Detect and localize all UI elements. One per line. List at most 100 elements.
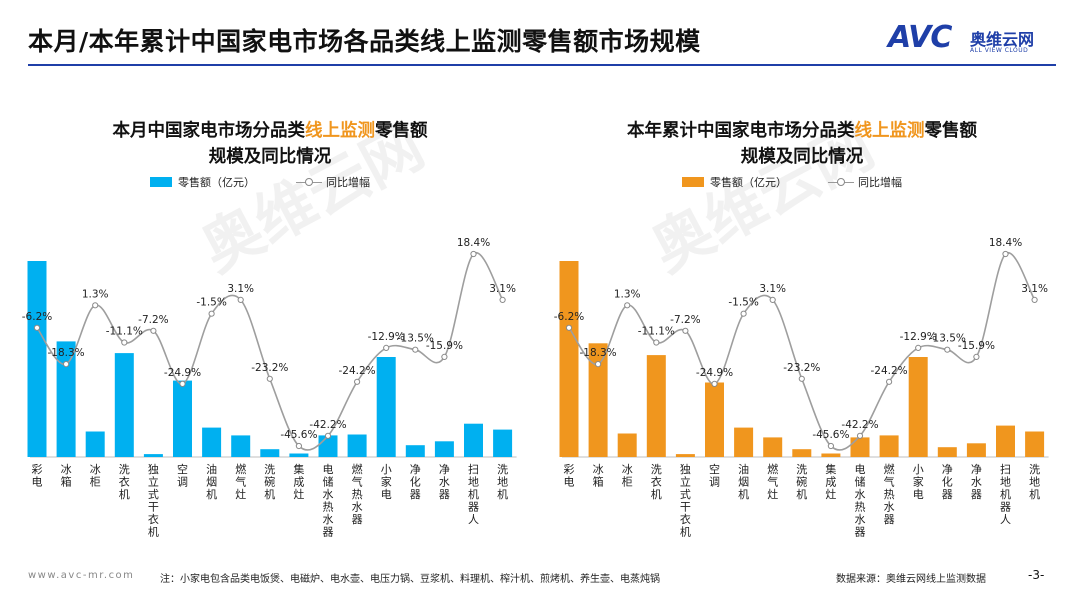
line-data-label: 1.3% xyxy=(614,288,641,300)
line-point xyxy=(354,378,361,385)
chart-title-line2: 规模及同比情况 xyxy=(208,147,332,167)
line-data-label: -13.5% xyxy=(397,333,434,345)
bar xyxy=(559,261,579,457)
line-point xyxy=(944,346,951,353)
chart-title: 本月中国家电市场分品类线上监测零售额 规模及同比情况 xyxy=(0,118,540,170)
bar xyxy=(996,425,1015,457)
line-data-label: -24.9% xyxy=(696,367,733,379)
x-tick-label: 冰箱 xyxy=(61,463,72,489)
line-data-label: -15.9% xyxy=(958,340,995,352)
line-data-label: -42.2% xyxy=(309,419,346,431)
line-point xyxy=(266,375,273,382)
line-point xyxy=(856,432,864,439)
bar xyxy=(705,382,724,457)
line-data-label: -1.5% xyxy=(728,297,758,309)
line-point xyxy=(499,296,506,303)
footer-source: 数据来源：奥维云网线上监测数据 xyxy=(836,574,986,585)
line-point xyxy=(595,361,602,368)
x-tick-label: 洗衣机 xyxy=(119,463,130,501)
line-point xyxy=(441,353,448,360)
chart-title-line2: 规模及同比情况 xyxy=(740,147,864,167)
line-point xyxy=(1002,250,1009,258)
bar xyxy=(231,435,251,457)
line-data-label: -12.9% xyxy=(900,331,937,343)
line-data-label: -45.6% xyxy=(812,429,849,441)
line-point xyxy=(237,296,244,303)
logo-avc-text: AVC xyxy=(888,20,952,55)
bar xyxy=(85,431,105,457)
x-tick-label: 独立式干衣机 xyxy=(148,463,159,539)
x-tick-label: 独立式干衣机 xyxy=(680,463,691,539)
x-tick-label: 洗碗机 xyxy=(264,463,275,501)
chart-title-pre: 本月中国家电市场分品类 xyxy=(112,121,306,141)
bar xyxy=(347,434,367,457)
line-point xyxy=(973,353,980,360)
logo-en-text: ALL VIEW CLOUD xyxy=(970,47,1029,54)
x-tick-label: 冰箱 xyxy=(593,463,604,489)
x-tick-label: 电储水热水器 xyxy=(855,463,866,539)
x-tick-label: 电储水热水器 xyxy=(323,463,334,539)
line-data-label: -24.2% xyxy=(871,365,908,377)
legend-bar: 零售额（亿元） xyxy=(150,174,255,190)
bar xyxy=(114,353,134,457)
line-data-label: -6.2% xyxy=(554,311,584,323)
ytd-chart-panel: 本年累计中国家电市场分品类线上监测零售额 规模及同比情况 零售额（亿元） 同比增… xyxy=(532,110,1072,550)
line-point xyxy=(886,378,893,385)
x-tick-label: 洗衣机 xyxy=(651,463,662,501)
line-data-label: 3.1% xyxy=(759,283,786,295)
line-point xyxy=(827,442,834,450)
line-data-label: -12.9% xyxy=(368,331,405,343)
x-tick-label: 净化器 xyxy=(942,462,953,501)
x-tick-label: 净化器 xyxy=(410,462,421,501)
x-tick-label: 净水器 xyxy=(971,462,982,501)
line-data-label: -42.2% xyxy=(841,419,878,431)
line-point xyxy=(412,346,419,353)
page-title: 本月/本年累计中国家电市场各品类线上监测零售额市场规模 xyxy=(28,27,701,56)
legend-bar-label: 零售额（亿元） xyxy=(178,176,255,189)
line-data-label: -7.2% xyxy=(138,314,168,326)
line-point xyxy=(624,302,631,309)
bar xyxy=(850,437,870,457)
header-rule xyxy=(28,64,1056,66)
logo-cn-text: 奥维云网 xyxy=(970,30,1035,49)
bar xyxy=(937,447,957,457)
bar xyxy=(143,454,163,457)
bar xyxy=(260,449,280,457)
line-data-label: 3.1% xyxy=(1021,283,1048,295)
x-tick-label: 小家电 xyxy=(381,463,392,501)
bar xyxy=(27,261,47,457)
line-point xyxy=(121,339,128,346)
line-data-label: -24.2% xyxy=(339,365,376,377)
x-tick-label: 净水器 xyxy=(439,462,450,501)
bar xyxy=(646,355,666,457)
bar xyxy=(821,453,841,457)
avc-logo: AVC 奥维云网 ALL VIEW CLOUD xyxy=(888,20,1058,60)
line-point xyxy=(682,327,689,334)
x-tick-label: 洗地机 xyxy=(497,463,508,501)
line-data-label: -13.5% xyxy=(929,333,966,345)
legend-swatch xyxy=(682,177,704,187)
bar xyxy=(763,437,783,457)
line-point xyxy=(711,380,718,387)
x-tick-label: 燃气热水器 xyxy=(884,462,895,526)
line-data-label: 18.4% xyxy=(989,237,1022,249)
line-point xyxy=(179,380,186,387)
line-point xyxy=(383,344,390,351)
line-data-label: 1.3% xyxy=(82,288,109,300)
x-tick-label: 油烟机 xyxy=(738,462,749,501)
x-tick-label: 小家电 xyxy=(913,463,924,501)
line-data-label: -7.2% xyxy=(670,314,700,326)
x-tick-label: 冰柜 xyxy=(622,463,633,489)
line-point xyxy=(653,339,660,346)
bar xyxy=(289,453,309,457)
bar xyxy=(493,429,513,457)
legend-line: 同比增幅 xyxy=(296,174,370,190)
bar xyxy=(617,433,637,457)
line-data-label: -24.9% xyxy=(164,367,201,379)
line-data-label: -6.2% xyxy=(22,311,52,323)
line-data-label: 18.4% xyxy=(457,237,490,249)
bar xyxy=(376,357,396,457)
line-data-label: -18.3% xyxy=(48,347,85,359)
x-tick-label: 集成灶 xyxy=(293,462,304,501)
